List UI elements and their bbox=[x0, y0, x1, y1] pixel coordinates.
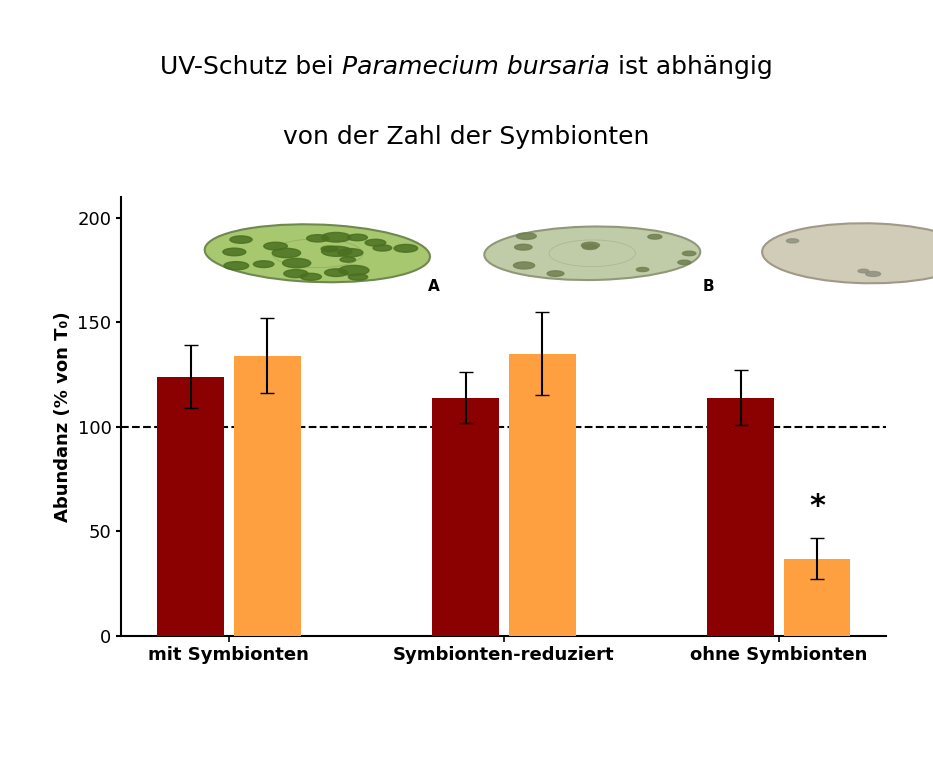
Ellipse shape bbox=[762, 223, 933, 283]
Circle shape bbox=[582, 245, 597, 250]
Text: A: A bbox=[427, 279, 439, 294]
Circle shape bbox=[682, 251, 696, 256]
Text: ist abhängig: ist abhängig bbox=[610, 55, 773, 79]
Ellipse shape bbox=[484, 226, 701, 280]
Circle shape bbox=[321, 246, 338, 251]
Bar bbox=[784, 559, 851, 636]
Circle shape bbox=[322, 246, 352, 257]
Circle shape bbox=[339, 266, 369, 276]
Bar bbox=[157, 377, 224, 636]
Bar bbox=[508, 354, 576, 636]
Circle shape bbox=[230, 236, 252, 243]
Circle shape bbox=[224, 262, 249, 269]
Text: von der Zahl der Symbionten: von der Zahl der Symbionten bbox=[284, 125, 649, 149]
Circle shape bbox=[264, 242, 287, 250]
Text: Reprinted from Protist, 160, Summerer M, Sonntag B, Hörtnagl P, Sommaruga R, Sym: Reprinted from Protist, 160, Summerer M,… bbox=[17, 706, 786, 730]
Circle shape bbox=[223, 248, 245, 256]
Circle shape bbox=[858, 269, 869, 273]
Ellipse shape bbox=[204, 224, 430, 282]
Text: *: * bbox=[809, 492, 825, 521]
Circle shape bbox=[394, 245, 418, 252]
Circle shape bbox=[284, 269, 308, 278]
Circle shape bbox=[866, 272, 881, 276]
Circle shape bbox=[648, 235, 661, 239]
Y-axis label: Abundanz (% von T₀): Abundanz (% von T₀) bbox=[54, 311, 72, 522]
Text: B: B bbox=[703, 279, 715, 294]
Circle shape bbox=[373, 245, 392, 251]
Circle shape bbox=[348, 234, 368, 241]
Circle shape bbox=[513, 262, 535, 269]
Circle shape bbox=[365, 239, 385, 246]
Circle shape bbox=[254, 260, 274, 267]
Bar bbox=[432, 397, 499, 636]
Circle shape bbox=[338, 248, 363, 257]
Circle shape bbox=[787, 238, 799, 243]
Bar bbox=[707, 397, 774, 636]
Text: UV-Schutz bei: UV-Schutz bei bbox=[160, 55, 342, 79]
Circle shape bbox=[340, 257, 355, 262]
Circle shape bbox=[515, 245, 532, 250]
Circle shape bbox=[307, 235, 328, 242]
Circle shape bbox=[516, 233, 536, 239]
Circle shape bbox=[300, 273, 321, 280]
Circle shape bbox=[581, 242, 600, 248]
Circle shape bbox=[272, 248, 300, 257]
Circle shape bbox=[547, 271, 564, 276]
Circle shape bbox=[325, 269, 348, 276]
Text: Paramecium bursaria: Paramecium bursaria bbox=[342, 55, 610, 79]
Circle shape bbox=[322, 232, 351, 242]
Circle shape bbox=[636, 267, 648, 272]
Circle shape bbox=[348, 274, 368, 280]
Circle shape bbox=[283, 258, 311, 268]
Bar bbox=[233, 356, 300, 636]
Circle shape bbox=[677, 260, 690, 264]
